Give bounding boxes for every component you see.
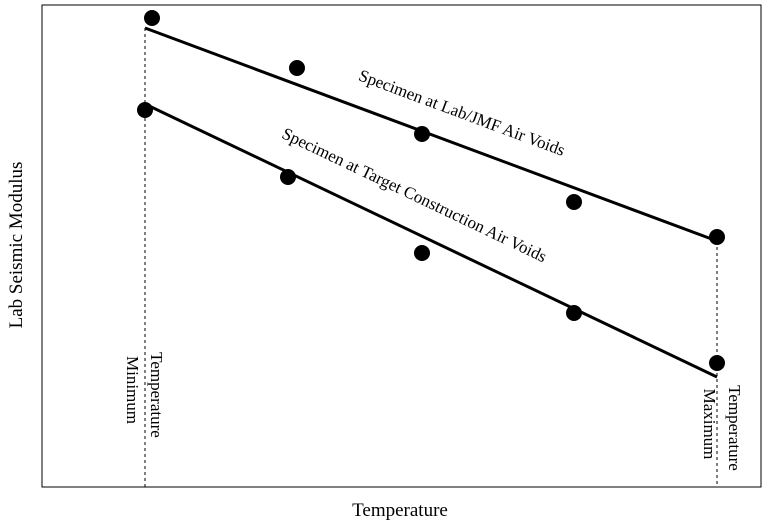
- line-label: Specimen at Target Construction Air Void…: [279, 124, 550, 266]
- marker-label: Minimum: [123, 356, 142, 424]
- point: [566, 305, 582, 321]
- point: [414, 245, 430, 261]
- point: [709, 355, 725, 371]
- upper-points: [144, 10, 725, 245]
- point: [137, 102, 153, 118]
- point: [709, 229, 725, 245]
- point: [566, 194, 582, 210]
- upper-trend: [144, 26, 718, 243]
- plot-frame: [41, 4, 762, 488]
- point: [289, 60, 305, 76]
- point: [414, 126, 430, 142]
- lower-trend: [144, 102, 718, 379]
- x-axis-label: Temperature: [352, 500, 448, 521]
- marker-label: Maximum: [700, 389, 719, 460]
- y-axis-label: Lab Seismic Modulus: [6, 162, 27, 329]
- marker-label: Temperature: [147, 352, 166, 438]
- point: [144, 10, 160, 26]
- point: [280, 169, 296, 185]
- marker-label: Temperature: [725, 385, 744, 471]
- lower-points: [137, 102, 725, 371]
